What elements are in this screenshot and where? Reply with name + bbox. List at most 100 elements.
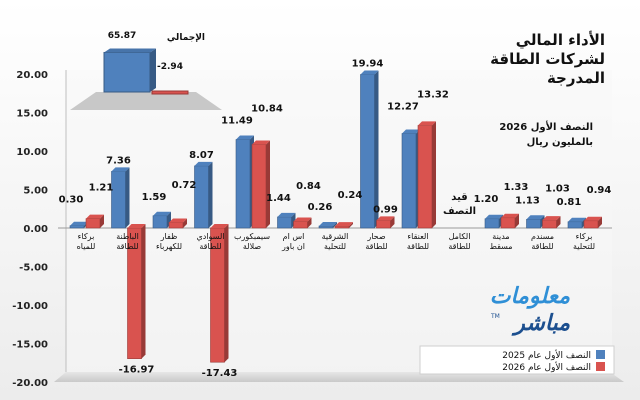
data-label-2026: 1.33 — [504, 182, 529, 193]
inset-bar-2025-top — [104, 48, 156, 53]
legend-swatch-2025 — [596, 350, 605, 359]
category-label: بركاء — [576, 232, 593, 241]
bar-2025-front — [401, 133, 417, 229]
bar-2026 — [251, 140, 270, 229]
bar-2026-side — [598, 216, 602, 228]
bar-2025 — [360, 70, 379, 229]
bar-2026 — [127, 224, 146, 359]
y-tick-label: -20.00 — [12, 378, 48, 389]
bar-2026 — [542, 216, 561, 229]
bar-2026 — [210, 224, 229, 363]
bar-2026 — [500, 213, 519, 229]
category-label: للطاقة — [116, 242, 138, 251]
legend-label-2025: النصف الأول عام 2025 — [502, 349, 591, 361]
inset-bars — [103, 48, 189, 95]
data-label-2026: -17.43 — [202, 368, 238, 379]
bar-2025-front — [277, 216, 292, 229]
data-label-2025: 12.27 — [387, 101, 419, 112]
bar-2026-top — [584, 216, 602, 221]
category-label: للطاقة — [448, 242, 470, 251]
bar-2026-side — [556, 216, 561, 228]
bar-2026-front — [334, 225, 350, 229]
bar-2025-top — [236, 135, 254, 140]
logo-line-1: معلومات — [490, 284, 570, 309]
bar-2026-front — [500, 217, 516, 229]
bar-2025 — [401, 129, 420, 229]
data-label-2026: 0.94 — [587, 185, 612, 196]
inset-title: الإجمالي — [167, 33, 205, 43]
legend: النصف الأول عام 2025 النصف الأول عام 202… — [419, 345, 615, 375]
bar-2025 — [111, 167, 130, 229]
data-label-2025: 0.26 — [308, 202, 333, 213]
legend-label-2026: النصف الأول عام 2026 — [502, 361, 591, 373]
logo-line-2: مباشر — [511, 311, 570, 336]
bar-2025-top — [153, 211, 171, 216]
bar-2026-side — [266, 140, 270, 228]
bar-2025-side — [208, 161, 213, 228]
y-tick-label: 5.00 — [23, 186, 48, 197]
y-tick-label: -5.00 — [19, 263, 48, 274]
bar-2026-top — [86, 214, 104, 219]
subtitle-period: النصف الأول 2026 — [499, 120, 593, 133]
data-label-2025: 7.36 — [106, 155, 131, 166]
bar-2025-front — [526, 218, 541, 229]
bar-2025-side — [333, 221, 337, 228]
data-label-2025: 1.44 — [266, 193, 291, 204]
bar-2026-side — [183, 218, 187, 228]
bar-2025-top — [277, 212, 296, 217]
category-label: صحار — [366, 232, 385, 241]
category-label: الكامل — [449, 232, 471, 241]
category-label: ظفار — [160, 232, 178, 241]
category-label: سيمبكورب — [234, 232, 270, 241]
data-label-status: قيد — [451, 192, 467, 203]
y-tick-labels: 20.00 15.00 10.00 5.00 0.00 -5.00 -10.00 -15.00… — [12, 70, 48, 389]
data-label-2026: 10.84 — [251, 104, 283, 115]
data-label-2026: 1.21 — [89, 183, 114, 194]
total-inset-chart: الإجمالي 65.87 -2.94 — [70, 31, 222, 110]
bar-2026-front — [168, 222, 184, 229]
bar-2026 — [168, 218, 187, 229]
bar-2025-front — [111, 171, 126, 229]
category-label: الشرقية — [322, 232, 349, 241]
category-labels-group: بركاءللمياهالباطنةللطاقةظفارللكهرباءالسو… — [77, 232, 595, 251]
bar-2025-top — [360, 70, 379, 75]
category-label: صلالة — [243, 242, 262, 251]
bar-2026-front — [542, 219, 557, 229]
bar-2026-side — [390, 216, 395, 228]
y-tick-label: -15.00 — [12, 340, 48, 351]
bar-2026-top — [127, 224, 146, 228]
bar-2025-front — [152, 215, 168, 229]
bar-2025 — [194, 161, 213, 229]
data-label-2026: 0.84 — [296, 181, 321, 192]
data-label-2025: 1.20 — [474, 194, 499, 205]
bar-2026-top — [501, 213, 519, 218]
legend-swatch-2026 — [596, 362, 605, 371]
category-label: للتحلية — [324, 242, 346, 251]
bar-2026-front — [293, 221, 308, 229]
data-label-2026: 13.32 — [417, 89, 449, 100]
bar-2025-front — [235, 139, 251, 229]
logo-trademark: TM — [490, 313, 500, 320]
bar-2026-side — [141, 224, 146, 359]
title-line-3: المدرجة — [547, 69, 605, 87]
bar-2025-top — [526, 215, 545, 220]
bar-2026 — [417, 121, 436, 229]
data-label-2025: 19.94 — [352, 58, 384, 69]
bar-2025-top — [485, 214, 503, 219]
brand-logo: معلومات مباشر TM — [490, 284, 570, 336]
data-label-2025: 11.49 — [221, 116, 253, 127]
data-label-2026: -16.97 — [119, 365, 155, 376]
y-tick-label: 20.00 — [16, 70, 48, 81]
bar-2025-front — [567, 221, 583, 229]
bar-2026-top — [210, 224, 229, 228]
bar-2025-side — [374, 70, 379, 228]
category-label: للطاقة — [365, 242, 387, 251]
bar-2026-top — [418, 121, 436, 126]
category-label: ان باور — [281, 242, 305, 251]
bar-2026-top — [293, 217, 312, 222]
bar-2026 — [334, 222, 353, 229]
bar-2025 — [152, 211, 171, 229]
bar-2025-top — [194, 161, 213, 166]
legend-box — [419, 345, 615, 375]
